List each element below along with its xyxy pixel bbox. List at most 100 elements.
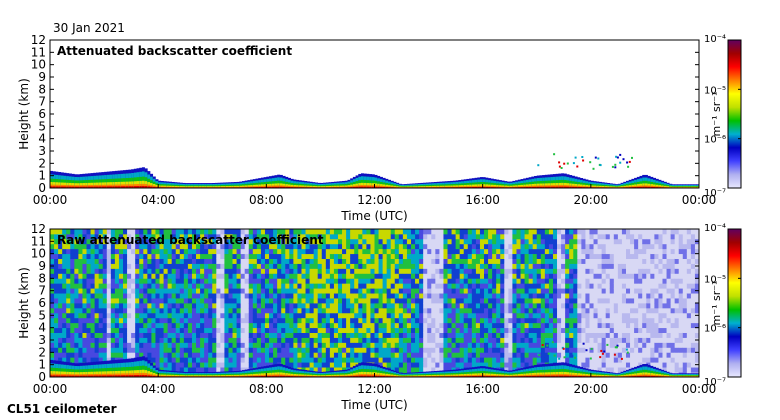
heatmap-cell <box>220 352 225 358</box>
heatmap-cell <box>106 327 112 333</box>
heatmap-cell <box>463 243 469 250</box>
heatmap-cell <box>500 233 505 240</box>
heatmap-cell <box>484 317 489 324</box>
heatmap-cell <box>443 268 448 274</box>
heatmap-cell <box>455 352 461 358</box>
heatmap-cell <box>74 243 79 250</box>
aerosol-layer-cell <box>482 186 486 188</box>
heatmap-cell <box>102 298 108 304</box>
heatmap-cell <box>390 248 396 255</box>
heatmap-cell <box>106 347 112 353</box>
heatmap-cell <box>447 293 452 299</box>
heatmap-cell <box>496 337 501 343</box>
heatmap-cell <box>102 248 108 255</box>
heatmap-cell <box>370 288 375 294</box>
cloud-speckle <box>631 156 633 159</box>
heatmap-cell <box>82 278 87 284</box>
heatmap-cell <box>435 293 440 299</box>
heatmap-cell <box>78 322 83 329</box>
heatmap-cell <box>147 293 152 299</box>
heatmap-cell <box>50 307 55 314</box>
heatmap-cell <box>297 347 302 353</box>
heatmap-cell <box>451 317 457 324</box>
heatmap-cell <box>159 312 164 319</box>
heatmap-cell <box>317 327 323 333</box>
heatmap-cell <box>54 317 59 324</box>
cloud-speckle <box>589 161 592 164</box>
heatmap-cell <box>74 233 79 240</box>
heatmap-cell <box>82 248 87 255</box>
heatmap-cell <box>236 307 242 314</box>
heatmap-cell <box>66 263 71 269</box>
heatmap-cell <box>248 327 254 333</box>
heatmap-cell <box>337 248 343 255</box>
heatmap-cell <box>386 283 392 289</box>
heatmap-cell <box>285 229 290 235</box>
heatmap-cell <box>321 307 327 314</box>
heatmap-cell <box>378 238 384 245</box>
heatmap-cell <box>171 233 177 240</box>
heatmap-cell <box>439 233 444 240</box>
heatmap-cell <box>171 347 177 353</box>
heatmap-cell <box>269 352 274 358</box>
heatmap-cell <box>459 322 465 329</box>
heatmap-cell <box>102 258 108 264</box>
heatmap-cell <box>342 352 347 358</box>
heatmap-cell <box>309 367 315 373</box>
heatmap-cell <box>297 253 302 259</box>
heatmap-cell <box>54 243 59 250</box>
heatmap-cell <box>248 229 254 235</box>
aerosol-layer-cell <box>485 186 489 188</box>
heatmap-cell <box>70 263 75 269</box>
heatmap-cell <box>50 327 55 333</box>
heatmap-cell <box>78 342 83 348</box>
heatmap-cell <box>382 273 388 279</box>
heatmap-cell <box>402 347 408 353</box>
heatmap-cell <box>110 322 116 329</box>
heatmap-cell <box>269 229 274 235</box>
heatmap-cell <box>333 268 339 274</box>
heatmap-cell <box>402 233 408 240</box>
heatmap-cell <box>500 362 505 368</box>
heatmap-cell <box>204 243 209 250</box>
heatmap-cell <box>240 367 246 373</box>
heatmap-cell <box>337 362 343 368</box>
heatmap-cell <box>512 273 517 279</box>
heatmap-cell <box>406 357 412 363</box>
heatmap-cell <box>171 288 177 294</box>
y-tick-label: 1 <box>38 169 46 183</box>
heatmap-cell <box>191 352 197 358</box>
aerosol-layer-cell <box>650 186 654 188</box>
heatmap-cell <box>463 322 469 329</box>
heatmap-cell <box>70 332 75 338</box>
heatmap-cell <box>321 263 327 269</box>
heatmap-cell <box>155 332 160 338</box>
heatmap-cell <box>224 273 229 279</box>
heatmap-cell <box>443 243 448 250</box>
heatmap-cell <box>325 238 331 245</box>
heatmap-cell <box>301 322 306 329</box>
heatmap-cell <box>191 307 197 314</box>
heatmap-cell <box>74 357 79 363</box>
heatmap-cell <box>370 273 375 279</box>
heatmap-cell <box>354 357 359 363</box>
heatmap-cell <box>427 263 432 269</box>
heatmap-cell <box>415 288 420 294</box>
heatmap-cell <box>443 298 448 304</box>
heatmap-cell <box>439 243 444 250</box>
heatmap-cell <box>183 332 189 338</box>
heatmap-cell <box>329 332 335 338</box>
heatmap-cell <box>419 253 424 259</box>
heatmap-cell <box>394 367 400 373</box>
heatmap-cell <box>370 347 375 353</box>
heatmap-cell <box>118 229 124 235</box>
heatmap-cell <box>102 337 108 343</box>
aerosol-layer-cell <box>50 186 53 188</box>
heatmap-cell <box>102 268 108 274</box>
heatmap-cell <box>512 268 517 274</box>
heatmap-cell <box>260 317 266 324</box>
heatmap-cell <box>264 332 270 338</box>
heatmap-cell <box>179 307 185 314</box>
heatmap-cell <box>333 278 339 284</box>
heatmap-cell <box>374 298 379 304</box>
